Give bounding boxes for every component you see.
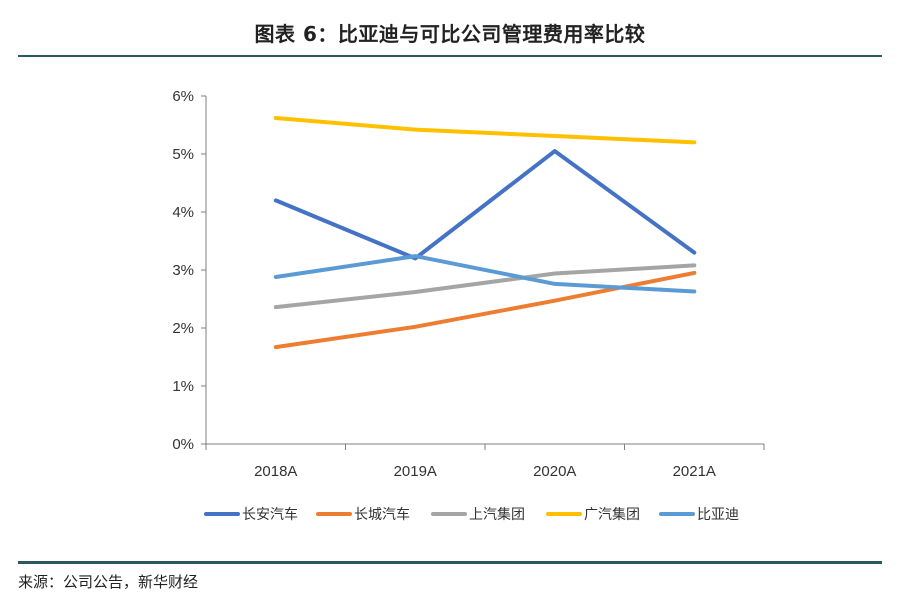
x-axis-ticks: 2018A 2019A 2020A 2021A: [205, 444, 765, 480]
y-tick-label: 4%: [172, 204, 194, 221]
page-title: 图表 6：比亚迪与可比公司管理费用率比较: [254, 22, 646, 46]
bottom-divider: [18, 561, 882, 564]
legend-label: 上汽集团: [469, 506, 525, 523]
legend-label: 比亚迪: [697, 507, 739, 523]
x-tick-label: 2021A: [673, 463, 716, 480]
x-tick-label: 2020A: [533, 463, 576, 480]
y-axis-ticks: 0% 1% 2% 3% 4% 5% 6%: [172, 88, 206, 453]
line-chart: 0% 1% 2% 3% 4% 5% 6% 2018A 2019A 2020A 2021A 长安汽车…: [172, 88, 765, 523]
series-line: [273, 254, 697, 294]
source-note: 来源：公司公告，新华财经: [18, 573, 199, 591]
legend-label: 长安汽车: [242, 506, 298, 523]
legend-label: 广汽集团: [584, 506, 640, 523]
series-line: [273, 149, 697, 261]
y-tick-label: 1%: [172, 378, 194, 395]
x-tick-label: 2018A: [254, 463, 297, 480]
y-tick-label: 3%: [172, 262, 194, 279]
series-line: [273, 116, 697, 145]
y-tick-label: 6%: [172, 88, 194, 105]
top-divider: [18, 55, 882, 57]
chart-legend: 长安汽车 长城汽车 上汽集团 广汽集团 比亚迪: [204, 506, 739, 523]
x-tick-label: 2019A: [394, 463, 437, 480]
y-tick-label: 2%: [172, 320, 194, 337]
series-line: [273, 263, 697, 310]
legend-label: 长城汽车: [354, 506, 410, 523]
y-tick-label: 5%: [172, 146, 194, 163]
chart-series: [273, 116, 697, 350]
y-tick-label: 0%: [172, 436, 194, 453]
